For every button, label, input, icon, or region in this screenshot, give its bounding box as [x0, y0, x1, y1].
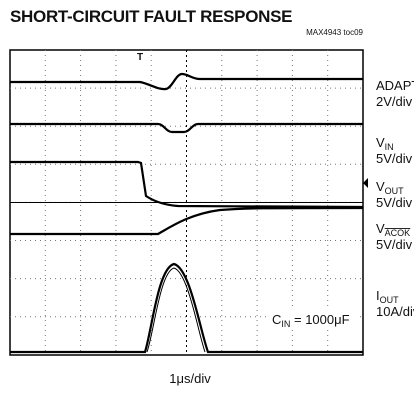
channel-name-sub: ACOK	[385, 228, 411, 238]
scope-screen: T CIN = 1000μF	[9, 49, 368, 356]
annotation-bg	[268, 308, 360, 330]
figure-tag: MAX4943 toc09	[306, 28, 363, 37]
title: SHORT-CIRCUIT FAULT RESPONSE	[10, 7, 292, 26]
timebase: 1μs/div	[169, 371, 211, 386]
iout-trace-edge	[146, 267, 206, 353]
channel-name-main: ADAPTER	[376, 78, 414, 93]
channel-scale: 5V/div	[376, 151, 413, 166]
annotation: CIN = 1000μF	[272, 312, 350, 329]
channel-scale: 2V/div	[376, 94, 413, 109]
level-marker	[363, 178, 368, 188]
channel-name: VACOK	[376, 221, 410, 238]
channel-scale: 10A/div	[376, 304, 414, 319]
adapter-trace	[10, 72, 363, 91]
channel-name-sub: OUT	[380, 295, 400, 305]
iout-trace	[10, 262, 363, 354]
annotation-sub: IN	[281, 319, 290, 329]
channel-name: IOUT	[376, 288, 399, 305]
annotation-main: C	[272, 312, 281, 327]
vin-trace	[10, 122, 363, 134]
channel-labels: ADAPTER2V/divVIN5V/divVOUT5V/divVACOK5V/…	[376, 78, 414, 319]
channel-name-main: V	[376, 221, 385, 236]
channel-scale: 5V/div	[376, 237, 413, 252]
annotation-rest: = 1000μF	[290, 312, 349, 327]
channel-name-main: V	[376, 179, 385, 194]
channel-name: ADAPTER	[376, 78, 414, 93]
channel-name-main: V	[376, 135, 385, 150]
channel-scale: 5V/div	[376, 195, 413, 210]
channel-name-main: I	[376, 288, 380, 303]
vout-trace	[10, 160, 364, 209]
channel-name: VOUT	[376, 179, 404, 196]
channel-name-sub: OUT	[385, 186, 405, 196]
trigger-marker: T	[137, 52, 143, 63]
channel-name: VIN	[376, 135, 394, 152]
vacok-trace	[10, 206, 364, 236]
channel-name-sub: IN	[385, 142, 394, 152]
